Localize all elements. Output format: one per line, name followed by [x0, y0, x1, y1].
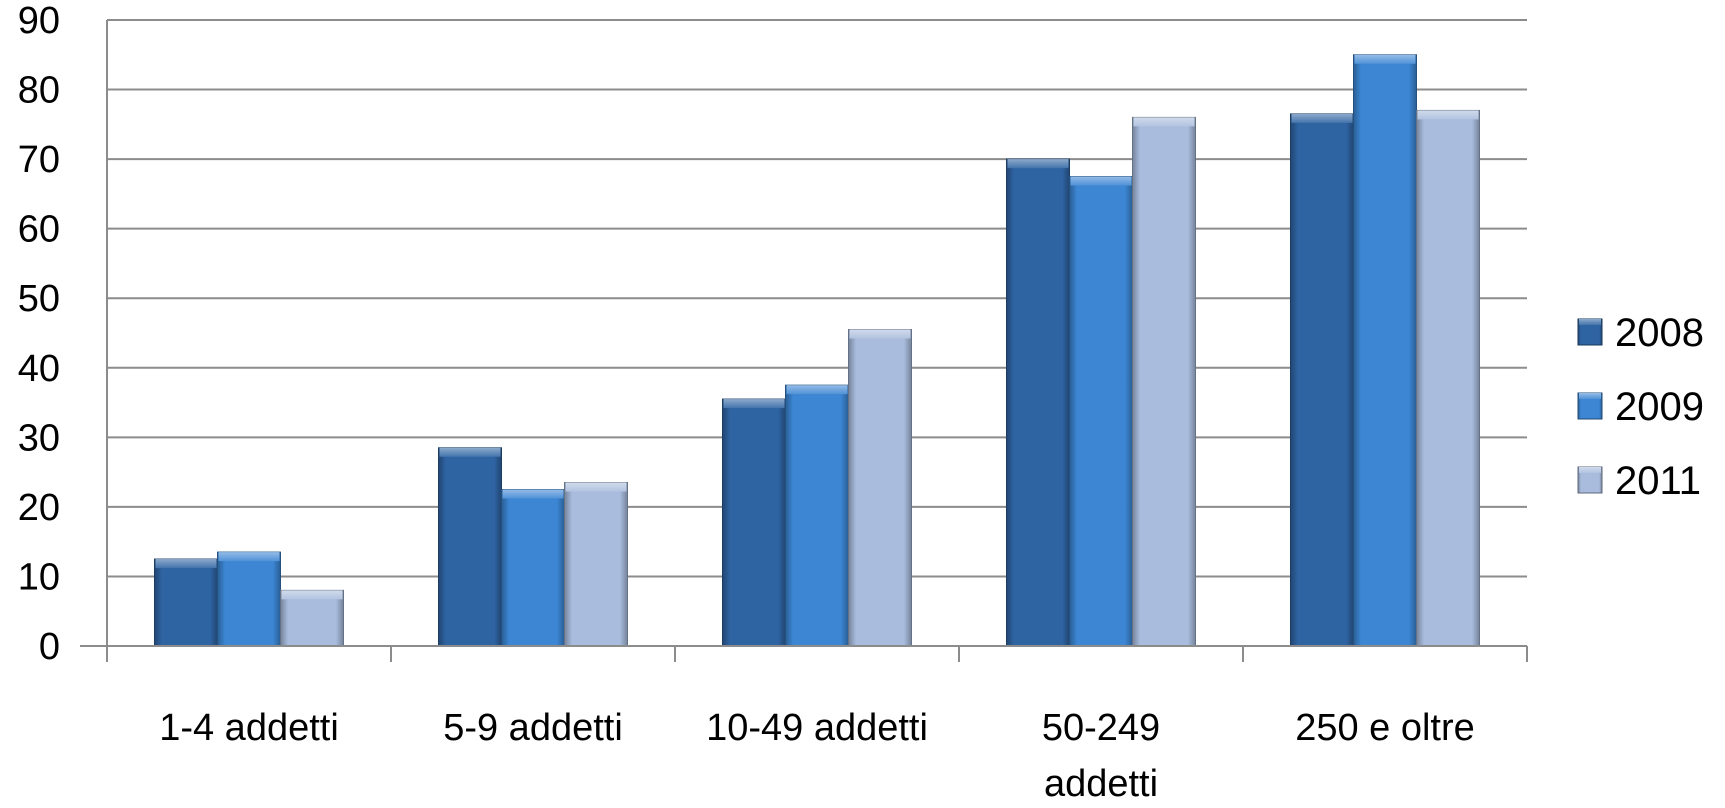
legend-item-2008: 2008 — [1577, 311, 1704, 355]
bar-top-bevel — [1417, 110, 1479, 120]
bar-2011-1 — [564, 482, 628, 647]
bar-2009-2 — [785, 384, 849, 647]
bar-top-bevel — [723, 399, 785, 409]
y-tick-label: 30 — [18, 417, 60, 459]
bar-top-bevel — [502, 489, 564, 499]
bar — [785, 384, 849, 647]
bar-2009-4 — [1353, 54, 1417, 647]
bar-2008-0 — [154, 558, 218, 647]
legend-label: 2008 — [1615, 311, 1704, 355]
legend-item-2011: 2011 — [1577, 459, 1701, 503]
bar-2009-3 — [1069, 176, 1133, 647]
legend-swatch-bevel — [1579, 467, 1601, 473]
y-tick-label: 50 — [18, 278, 60, 320]
bar — [217, 551, 281, 647]
bar-2009-1 — [501, 489, 565, 647]
bar — [280, 589, 344, 647]
x-tick-labels: 1-4 addetti 5-9 addetti 10-49 addetti 50-24… — [159, 707, 1475, 805]
bar — [1132, 116, 1196, 647]
x-tick-label: 50-249 — [1042, 707, 1160, 749]
bar-top-bevel — [1070, 176, 1132, 186]
bars — [154, 54, 1480, 647]
bar — [722, 398, 786, 647]
bar-top-bevel — [565, 482, 627, 492]
y-tick-label: 60 — [18, 209, 60, 251]
bar-2011-0 — [280, 589, 344, 647]
bar-top-bevel — [439, 447, 501, 457]
bar-2008-2 — [722, 398, 786, 647]
x-tick-label: 250 e oltre — [1295, 707, 1475, 749]
bar — [1416, 109, 1480, 647]
bar — [848, 329, 912, 647]
x-tick-label: 1-4 addetti — [159, 707, 339, 749]
bar-top-bevel — [281, 590, 343, 600]
bar-2011-4 — [1416, 109, 1480, 647]
y-tick-label: 80 — [18, 70, 60, 112]
bar-top-bevel — [218, 552, 280, 562]
bar-top-bevel — [155, 559, 217, 569]
axes — [80, 20, 1528, 662]
bar — [501, 489, 565, 647]
gridlines — [107, 19, 1527, 578]
bar-2011-3 — [1132, 116, 1196, 647]
x-tick-label: 5-9 addetti — [443, 707, 623, 749]
bar — [564, 482, 628, 647]
bar-top-bevel — [849, 329, 911, 339]
bar — [1006, 158, 1070, 647]
y-tick-label: 10 — [18, 556, 60, 598]
y-tick-label: 20 — [18, 487, 60, 529]
y-tick-label: 70 — [18, 139, 60, 181]
bar-2008-4 — [1290, 113, 1354, 647]
y-tick-labels: 0 10 20 30 40 50 60 70 80 90 — [18, 0, 60, 668]
x-tick-label: addetti — [1044, 763, 1158, 803]
legend-swatch-bevel — [1579, 393, 1601, 399]
legend-item-2009: 2009 — [1577, 385, 1704, 429]
bar — [438, 447, 502, 647]
bar-2008-3 — [1006, 158, 1070, 647]
bar-2009-0 — [217, 551, 281, 647]
legend-swatch-bevel — [1579, 319, 1601, 325]
legend: 2008 2009 2011 — [1577, 311, 1704, 503]
bar — [1290, 113, 1354, 647]
legend-label: 2011 — [1615, 459, 1701, 503]
y-tick-label: 40 — [18, 348, 60, 390]
bar-top-bevel — [1007, 159, 1069, 169]
bar — [1353, 54, 1417, 647]
legend-label: 2009 — [1615, 385, 1704, 429]
y-tick-label: 0 — [39, 626, 60, 668]
bar-top-bevel — [786, 385, 848, 395]
bar-top-bevel — [1354, 54, 1416, 64]
bar-top-bevel — [1291, 113, 1353, 123]
bar — [1069, 176, 1133, 647]
x-tick-label: 10-49 addetti — [706, 707, 928, 749]
bar-2008-1 — [438, 447, 502, 647]
y-tick-label: 90 — [18, 0, 60, 42]
bar — [154, 558, 218, 647]
bar-2011-2 — [848, 329, 912, 647]
bar-top-bevel — [1133, 117, 1195, 127]
